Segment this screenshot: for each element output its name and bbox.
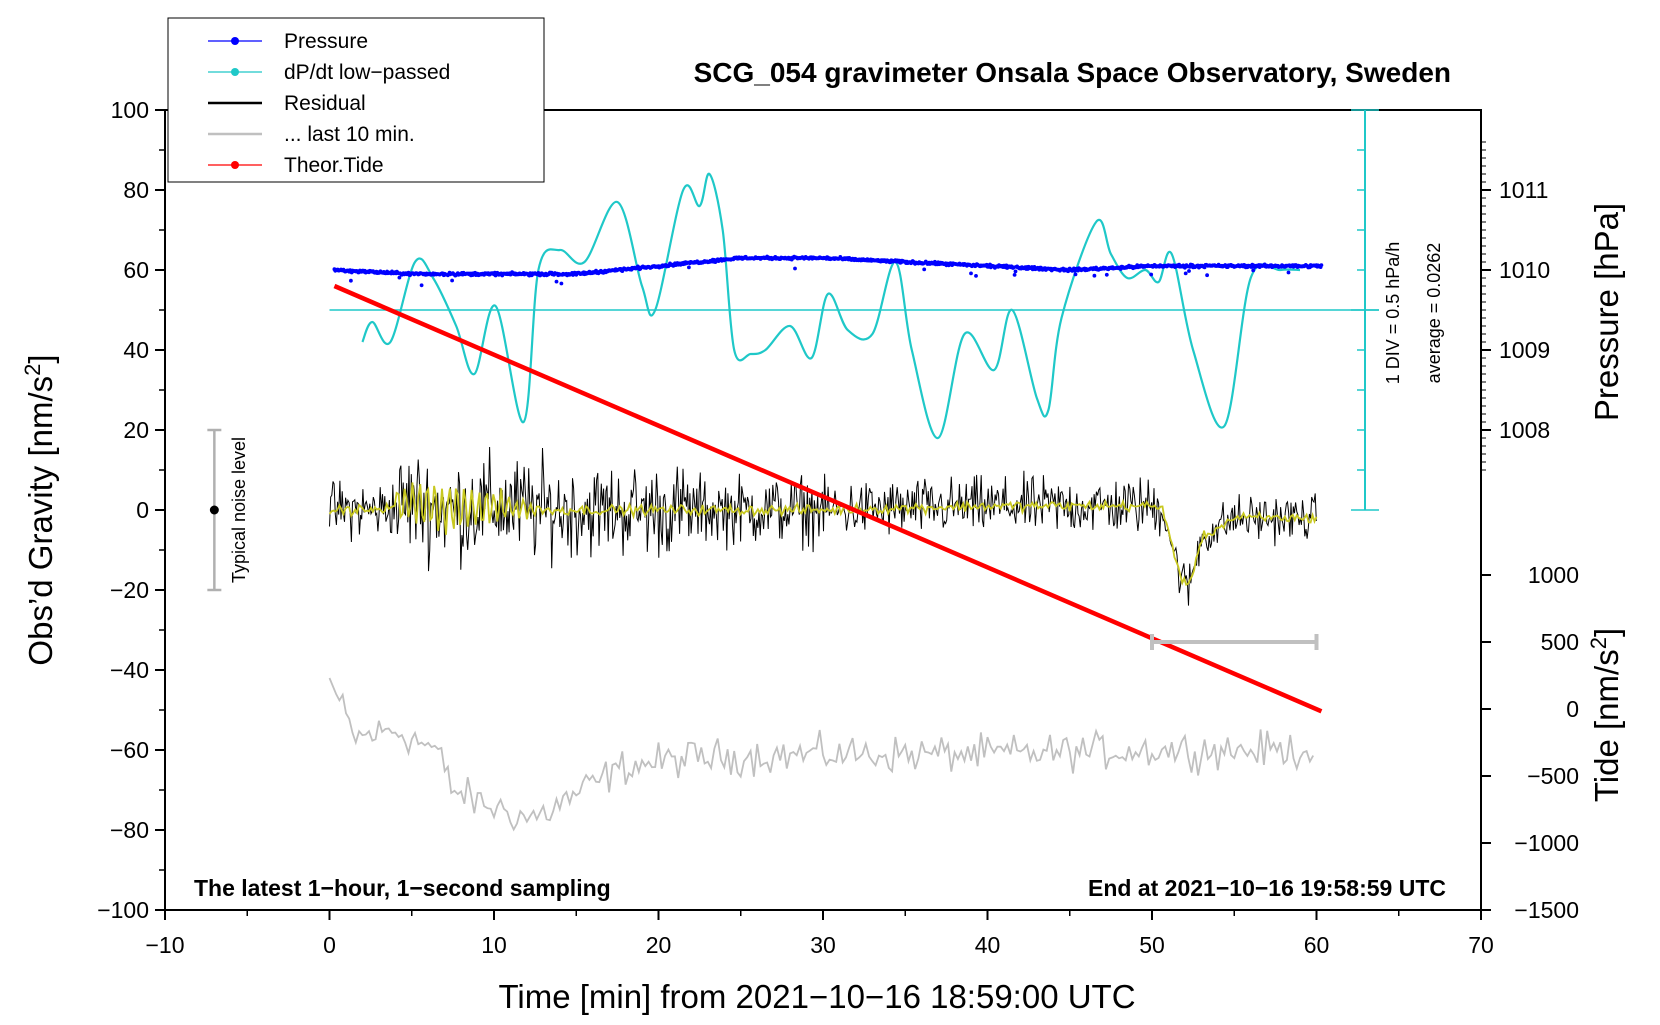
tide-tick-label: 500	[1541, 629, 1579, 655]
legend-item: Theor.Tide	[208, 154, 384, 177]
x-axis-ticks: −10 0 10 20 30 40 50 60 70	[145, 910, 1494, 958]
x-tick-label: 10	[481, 932, 507, 958]
chart-title: SCG_054 gravimeter Onsala Space Observat…	[694, 57, 1451, 88]
gravity-tick-label: 80	[123, 177, 149, 203]
pressure-point	[450, 278, 454, 283]
tide-axis-label: Tide [nm/s2]	[1586, 628, 1625, 802]
pressure-point	[419, 283, 424, 288]
x-tick-label: 40	[975, 932, 1001, 958]
x-tick-label: 60	[1304, 932, 1330, 958]
legend-item: Pressure	[208, 30, 368, 53]
note-sampling: The latest 1−hour, 1−second sampling	[194, 875, 611, 901]
pressure-point	[1149, 272, 1154, 277]
pressure-point	[687, 265, 691, 270]
tide-axis-label-text: Tide [nm/s	[1588, 649, 1625, 802]
pressure-point	[1205, 273, 1209, 278]
pressure-point	[1012, 273, 1017, 277]
pressure-tick-label: 1011	[1499, 177, 1548, 203]
pressure-point	[793, 266, 797, 271]
tide-axis-label-close: ]	[1588, 628, 1625, 637]
x-tick-label: −10	[145, 932, 184, 958]
legend-marker	[231, 68, 239, 76]
pressure-point	[397, 275, 402, 280]
dpdt-curve	[361, 172, 1301, 440]
x-tick-label: 30	[810, 932, 836, 958]
pressure-axis-label: Pressure [hPa]	[1588, 203, 1625, 421]
legend: Pressure dP/dt low−passed Residual ... last…	[167, 17, 545, 183]
dpdt-average-label: average = 0.0262	[1424, 243, 1444, 384]
theoretical-tide-line	[333, 283, 1323, 714]
legend-label: Residual	[284, 92, 366, 115]
pressure-point	[1319, 263, 1324, 267]
gravity-tick-label: −20	[110, 577, 149, 603]
pressure-point	[1286, 270, 1291, 275]
gravity-axis-ticks: −100 −80 −60 −40 −20 0 20 40 60 80 100	[97, 97, 165, 923]
last-10-min-line	[328, 677, 1314, 832]
legend-label: Theor.Tide	[284, 154, 384, 177]
x-axis-label: Time [min] from 2021−10−16 18:59:00 UTC	[498, 978, 1135, 1015]
tide-tick-label: 1000	[1528, 562, 1579, 588]
pressure-point	[554, 279, 559, 284]
legend-item: Residual	[208, 92, 366, 115]
residual-lowpass-line	[328, 482, 1318, 586]
dpdt-scale-label: 1 DIV = 0.5 hPa/h	[1383, 242, 1403, 385]
gravity-tick-label: 100	[111, 97, 149, 123]
tide-axis-ticks: −1500 −1000 −500 0 500 1000	[1481, 562, 1579, 923]
tide-tick-label: −1500	[1514, 897, 1579, 923]
tide-axis-label-sup: 2	[1586, 637, 1611, 649]
pressure-point	[1187, 269, 1191, 273]
pressure-tick-label: 1008	[1499, 417, 1550, 443]
pressure-axis-ticks: 1008 1009 1010 1011	[1481, 141, 1550, 471]
residual-line	[329, 446, 1317, 606]
x-tick-label: 70	[1468, 932, 1494, 958]
gravity-tick-label: −60	[110, 737, 149, 763]
pressure-point	[974, 274, 978, 278]
gravity-tick-label: 60	[123, 257, 149, 283]
pressure-point	[1092, 273, 1097, 278]
gravity-axis-label-text: Obs’d Gravity [nm/s	[22, 376, 59, 666]
series-layer	[328, 172, 1379, 832]
pressure-point	[1104, 272, 1109, 277]
legend-label: ... last 10 min.	[284, 123, 415, 146]
legend-label: dP/dt low−passed	[284, 61, 450, 84]
pressure-point	[349, 278, 353, 283]
noise-level-label: Typical noise level	[229, 437, 249, 583]
noise-center-dot	[209, 505, 219, 515]
pressure-tick-label: 1010	[1499, 257, 1550, 283]
x-tick-label: 0	[323, 932, 336, 958]
pressure-point	[1183, 271, 1188, 276]
pressure-point	[1251, 268, 1256, 273]
gravity-tick-label: −40	[110, 657, 149, 683]
gravity-tick-label: 0	[136, 497, 149, 523]
gravity-axis-label-close: ]	[22, 354, 59, 363]
legend-marker	[231, 161, 239, 169]
tide-tick-label: −500	[1527, 763, 1579, 789]
pressure-point	[922, 267, 927, 272]
gravity-tick-label: 20	[123, 417, 149, 443]
pressure-point	[1073, 272, 1078, 277]
noise-level-indicator	[207, 428, 222, 592]
legend-item: ... last 10 min.	[208, 123, 415, 146]
tide-tick-label: −1000	[1514, 830, 1579, 856]
note-end-time: End at 2021−10−16 19:58:59 UTC	[1088, 875, 1446, 901]
pressure-tick-label: 1009	[1499, 337, 1550, 363]
x-tick-label: 20	[646, 932, 672, 958]
legend-label: Pressure	[284, 30, 368, 53]
gravity-tick-label: 40	[123, 337, 149, 363]
legend-marker	[231, 37, 239, 45]
pressure-point	[969, 271, 973, 276]
pressure-point	[559, 281, 564, 286]
tide-tick-label: 0	[1566, 696, 1579, 722]
gravity-tick-label: −80	[110, 817, 149, 843]
gravity-tick-label: −100	[97, 897, 149, 923]
legend-item: dP/dt low−passed	[208, 61, 450, 84]
x-tick-label: 50	[1139, 932, 1165, 958]
legend-box	[167, 17, 545, 183]
gravity-axis-label: Obs’d Gravity [nm/s2]	[20, 354, 59, 665]
legend-entries: Pressure dP/dt low−passed Residual ... last…	[208, 30, 450, 177]
pressure-point	[1013, 269, 1018, 274]
gravity-axis-label-sup: 2	[20, 364, 45, 376]
